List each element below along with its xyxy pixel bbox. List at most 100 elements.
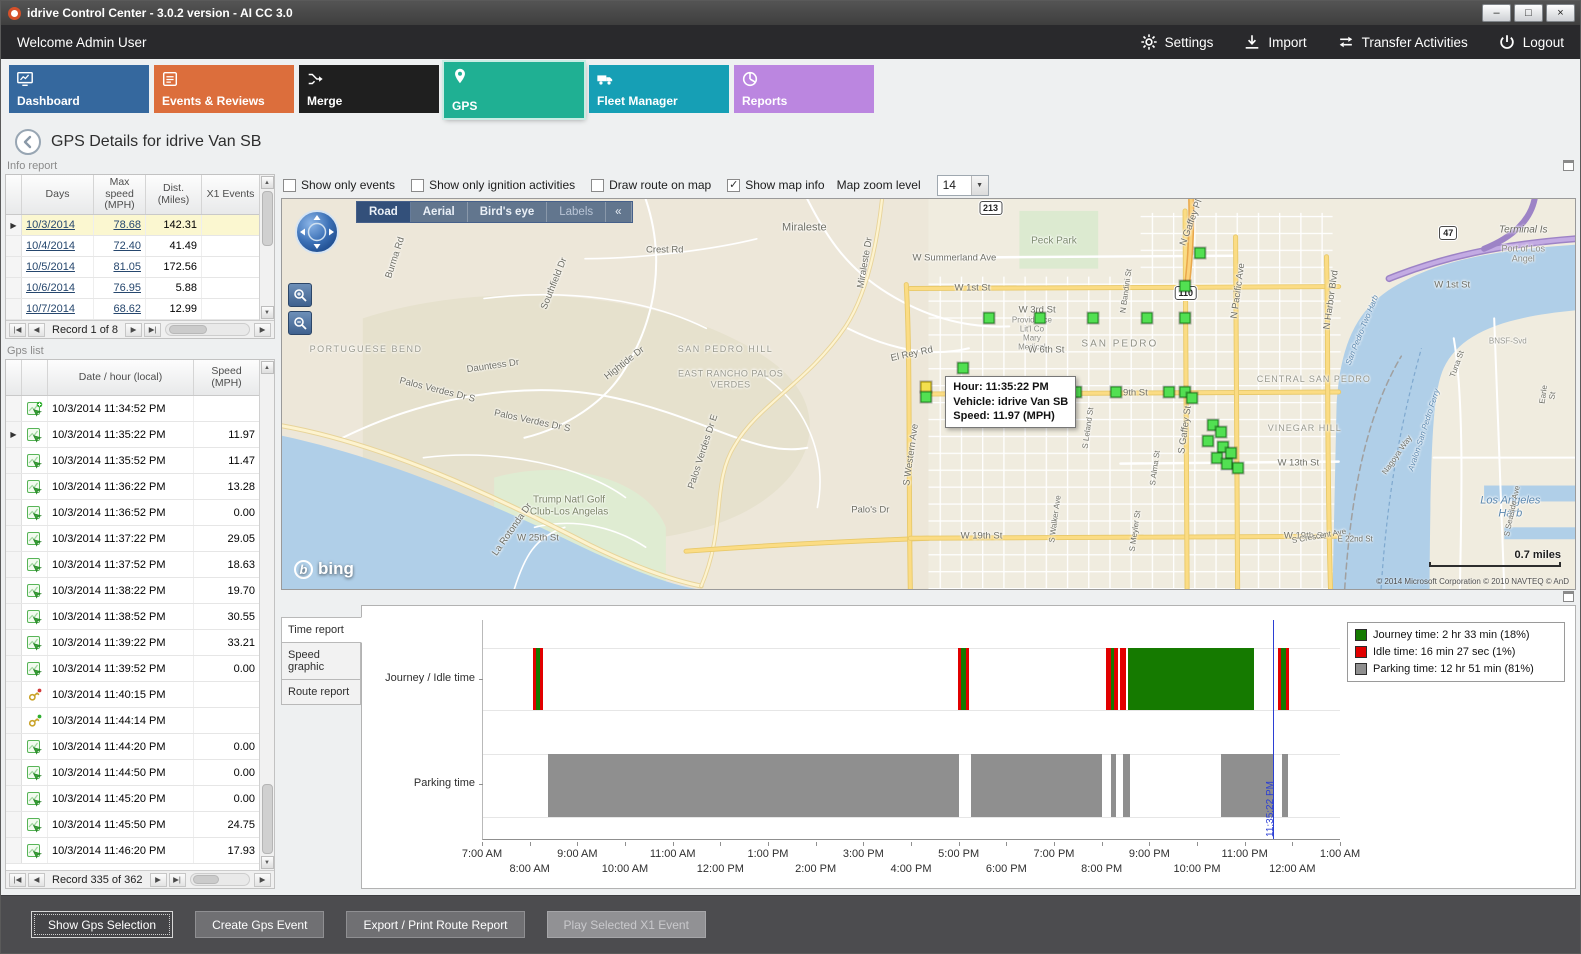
map-view-tab-labels[interactable]: Labels: [547, 202, 607, 222]
gps-list-row[interactable]: 10/3/2014 11:45:20 PM 0.00: [6, 786, 259, 812]
info-report-row[interactable]: 10/6/2014 76.95 5.88: [6, 278, 259, 299]
header-days[interactable]: Days: [22, 175, 94, 214]
first-record-button[interactable]: |◀: [9, 872, 26, 887]
checkbox-show-map-info[interactable]: ✓ Show map info: [727, 178, 825, 192]
gps-marker[interactable]: [1179, 312, 1190, 324]
gps-marker[interactable]: [1141, 312, 1153, 324]
info-report-row[interactable]: ▶ 10/3/2014 78.68 142.31: [6, 215, 259, 236]
gps-marker[interactable]: [1215, 426, 1227, 438]
appbar-import[interactable]: Import: [1243, 33, 1307, 51]
gps-list-scrollbar[interactable]: ▲ ▼: [259, 360, 274, 870]
gps-list-row[interactable]: 10/3/2014 11:44:50 PM 0.00: [6, 760, 259, 786]
gps-marker[interactable]: [1217, 441, 1229, 453]
gps-list-row[interactable]: 10/3/2014 11:45:50 PM 24.75: [6, 812, 259, 838]
day-link[interactable]: 10/6/2014: [22, 278, 94, 298]
day-link[interactable]: 10/5/2014: [22, 257, 94, 277]
gps-marker[interactable]: [1211, 452, 1223, 464]
nav-tile-fleet[interactable]: Fleet Manager: [589, 65, 729, 113]
appbar-transfer[interactable]: Transfer Activities: [1337, 33, 1468, 51]
map-zoom-out-button[interactable]: [288, 311, 312, 335]
scroll-down-button[interactable]: ▼: [260, 306, 274, 319]
header-speed[interactable]: Speed (MPH): [211, 364, 242, 389]
max-speed-link[interactable]: 78.68: [94, 215, 146, 235]
appbar-logout[interactable]: Logout: [1498, 33, 1564, 51]
map-tabs-collapse-button[interactable]: «: [606, 202, 632, 222]
scroll-thumb[interactable]: [169, 325, 207, 334]
gps-list-row[interactable]: 10/3/2014 11:40:15 PM: [6, 682, 259, 708]
scroll-thumb[interactable]: [192, 875, 220, 884]
scroll-right-button[interactable]: ▶: [254, 322, 271, 337]
header-max-speed[interactable]: Max speed (MPH): [94, 175, 146, 214]
tab-time-report[interactable]: Time report: [281, 617, 362, 643]
time-cursor[interactable]: [1272, 620, 1274, 839]
tab-route-report[interactable]: Route report: [281, 679, 361, 705]
gps-marker[interactable]: [1232, 462, 1244, 474]
header-distance[interactable]: Dist. (Miles): [146, 175, 202, 214]
gps-marker[interactable]: [1225, 447, 1237, 459]
gps-list-row[interactable]: ▶ 10/3/2014 11:35:22 PM 11.97: [6, 422, 259, 448]
gps-marker[interactable]: [1034, 312, 1046, 324]
max-speed-link[interactable]: 68.62: [94, 299, 146, 319]
max-speed-link[interactable]: 72.40: [94, 236, 146, 256]
gps-list-row[interactable]: 10/3/2014 11:39:52 PM 0.00: [6, 656, 259, 682]
gps-list-row[interactable]: 10/3/2014 11:44:20 PM 0.00: [6, 734, 259, 760]
nav-tile-events[interactable]: Events & Reviews: [154, 65, 294, 113]
gps-marker[interactable]: [1207, 419, 1219, 431]
gps-marker[interactable]: [1087, 312, 1099, 324]
gps-list-row[interactable]: 10/3/2014 11:38:22 PM 19.70: [6, 578, 259, 604]
window-minimize-button[interactable]: –: [1482, 4, 1511, 22]
gps-list-row[interactable]: 10/3/2014 11:36:52 PM 0.00: [6, 500, 259, 526]
gps-marker[interactable]: [1186, 392, 1198, 404]
info-report-row[interactable]: 10/7/2014 68.62 12.99: [6, 299, 259, 320]
gps-list-row[interactable]: 10/3/2014 11:36:22 PM 13.28: [6, 474, 259, 500]
window-close-button[interactable]: ×: [1546, 4, 1575, 22]
nav-tile-merge[interactable]: Merge: [299, 65, 439, 113]
map-view-tab-bird-s-eye[interactable]: Bird's eye: [468, 202, 548, 222]
panel-maximize-button[interactable]: [1563, 160, 1574, 171]
day-link[interactable]: 10/7/2014: [22, 299, 94, 319]
map-compass-control[interactable]: [294, 209, 340, 260]
map[interactable]: Miraleste Peck Park W Summerland Ave Crest …: [281, 198, 1576, 590]
checkbox-show-only-events[interactable]: Show only events: [283, 178, 395, 192]
gps-marker[interactable]: [957, 362, 969, 374]
checkbox-show-only-ignition-activities[interactable]: Show only ignition activities: [411, 178, 575, 192]
gps-marker[interactable]: [983, 312, 995, 324]
horizontal-scrollbar[interactable]: [189, 873, 250, 886]
gps-marker[interactable]: [1163, 386, 1175, 398]
nav-tile-dashboard[interactable]: Dashboard: [9, 65, 149, 113]
window-maximize-button[interactable]: □: [1514, 4, 1543, 22]
gps-marker[interactable]: [1110, 386, 1122, 398]
prev-record-button[interactable]: ◀: [28, 322, 45, 337]
header-x1-events[interactable]: X1 Events: [206, 187, 255, 200]
checkbox-draw-route-on-map[interactable]: Draw route on map: [591, 178, 711, 192]
info-report-row[interactable]: 10/5/2014 81.05 172.56: [6, 257, 259, 278]
map-zoom-in-button[interactable]: [288, 283, 312, 307]
scroll-thumb[interactable]: [262, 191, 273, 246]
map-view-tab-aerial[interactable]: Aerial: [411, 202, 468, 222]
map-zoom-select[interactable]: 14 ▼: [936, 174, 989, 196]
prev-record-button[interactable]: ◀: [28, 872, 45, 887]
gps-list-row[interactable]: 10/3/2014 11:35:52 PM 11.47: [6, 448, 259, 474]
last-record-button[interactable]: ▶|: [168, 872, 186, 887]
gps-list-row[interactable]: 10/3/2014 11:46:20 PM 17.93: [6, 838, 259, 864]
next-record-button[interactable]: ▶: [149, 872, 167, 887]
appbar-settings[interactable]: Settings: [1140, 33, 1213, 51]
gps-list-row[interactable]: 10/3/2014 11:38:52 PM 30.55: [6, 604, 259, 630]
scroll-up-button[interactable]: ▲: [260, 176, 274, 189]
horizontal-scrollbar[interactable]: [165, 323, 250, 336]
gps-marker[interactable]: [920, 391, 932, 403]
gps-marker[interactable]: [1221, 458, 1233, 470]
create-gps-event-button[interactable]: Create Gps Event: [195, 911, 325, 938]
info-report-row[interactable]: 10/4/2014 72.40 41.49: [6, 236, 259, 257]
first-record-button[interactable]: |◀: [9, 322, 26, 337]
tab-speed-graphic[interactable]: Speed graphic: [281, 642, 361, 680]
last-record-button[interactable]: ▶|: [144, 322, 162, 337]
info-report-scrollbar[interactable]: ▲ ▼: [259, 175, 274, 320]
gps-list-row[interactable]: 10/3/2014 11:34:52 PM: [6, 396, 259, 422]
day-link[interactable]: 10/3/2014: [22, 215, 94, 235]
scroll-right-button[interactable]: ▶: [254, 872, 271, 887]
nav-tile-reports[interactable]: Reports: [734, 65, 874, 113]
scroll-up-button[interactable]: ▲: [260, 361, 274, 374]
gps-list-row[interactable]: 10/3/2014 11:37:52 PM 18.63: [6, 552, 259, 578]
gps-marker[interactable]: [1179, 280, 1190, 292]
